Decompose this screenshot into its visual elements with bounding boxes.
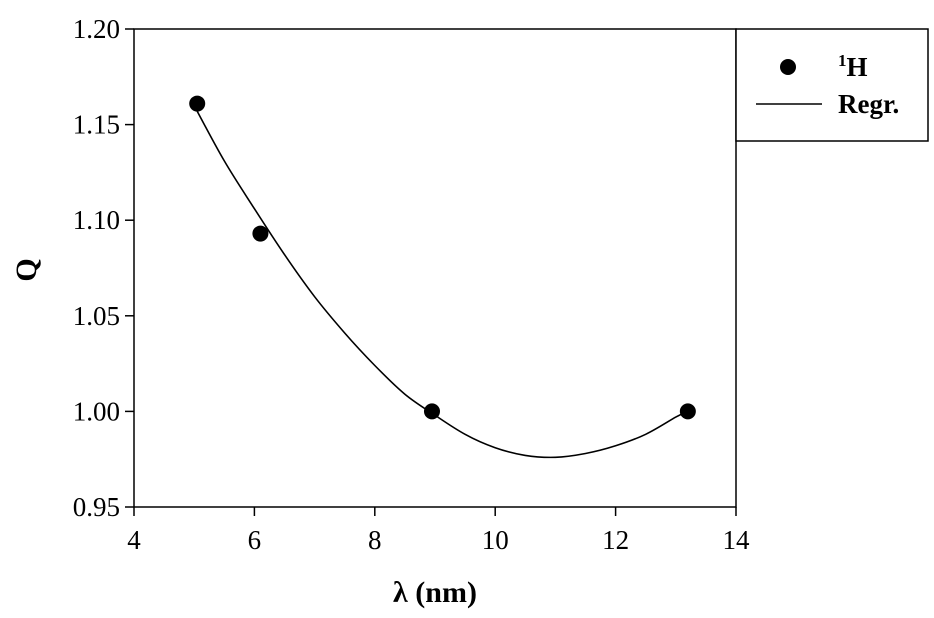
legend-label-regr: Regr. bbox=[838, 89, 899, 119]
y-tick-label: 0.95 bbox=[73, 492, 120, 522]
x-tick-label: 10 bbox=[482, 525, 509, 555]
x-tick-label: 6 bbox=[248, 525, 262, 555]
legend-box bbox=[735, 28, 929, 142]
data-point bbox=[679, 403, 696, 420]
regression-line bbox=[196, 110, 689, 459]
y-tick-label: 1.10 bbox=[73, 205, 120, 235]
data-point bbox=[423, 403, 440, 420]
x-axis-title: λ (nm) bbox=[393, 576, 477, 609]
x-tick-label: 14 bbox=[723, 525, 751, 555]
y-tick-label: 1.05 bbox=[73, 301, 120, 331]
x-tick-label: 4 bbox=[127, 525, 141, 555]
x-tick-label: 8 bbox=[368, 525, 382, 555]
legend-label-1h-main: H bbox=[847, 52, 868, 82]
y-tick-label: 1.00 bbox=[73, 396, 120, 426]
x-axis: 4 6 8 10 12 14 bbox=[127, 507, 750, 555]
data-points bbox=[189, 95, 696, 420]
data-point bbox=[189, 95, 206, 112]
y-axis: 0.95 1.00 1.05 1.10 1.15 1.20 bbox=[73, 14, 134, 522]
data-point bbox=[252, 225, 269, 242]
y-axis-title: Q bbox=[10, 258, 43, 281]
y-tick-label: 1.15 bbox=[73, 110, 120, 140]
legend-label-1h: 1H bbox=[838, 51, 868, 82]
legend-marker-1h bbox=[780, 59, 796, 75]
legend: 1H Regr. bbox=[735, 28, 929, 142]
legend-label-1h-superscript: 1 bbox=[838, 51, 847, 70]
y-tick-label: 1.20 bbox=[73, 14, 120, 44]
plot-area-frame bbox=[133, 28, 737, 508]
x-tick-label: 12 bbox=[602, 525, 629, 555]
